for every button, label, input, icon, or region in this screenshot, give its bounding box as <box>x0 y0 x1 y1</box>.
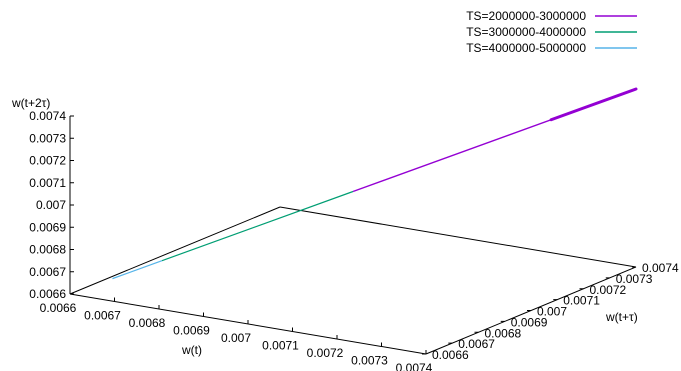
x-axis-tick-label: 0.0072 <box>307 346 344 360</box>
x-axis-tick-label: 0.0068 <box>129 316 166 330</box>
z-axis-tick-label: 0.007 <box>36 198 66 212</box>
z-axis-tick-label: 0.0074 <box>29 109 66 123</box>
z-axis-tick-label: 0.0071 <box>29 176 66 190</box>
y-axis-tick-label: 0.0072 <box>590 283 627 297</box>
y-axis-tick-label: 0.0071 <box>563 294 600 308</box>
y-axis-tick-label: 0.007 <box>537 305 567 319</box>
y-axis-tick-label: 0.0074 <box>642 261 679 275</box>
legend-label-2: TS=3000000-4000000 <box>466 25 586 39</box>
series-line-3 <box>112 260 163 280</box>
x-axis-tick-label: 0.0069 <box>173 324 210 338</box>
x-axis-tick-label: 0.007 <box>221 331 251 345</box>
series-line-2 <box>161 190 354 262</box>
series-line-1-dense-segment <box>549 87 638 122</box>
legend: TS=2000000-3000000 TS=3000000-4000000 TS=4… <box>466 9 637 55</box>
y-axis-tick-label: 0.0066 <box>432 348 469 362</box>
z-axis-tick-label: 0.0067 <box>29 265 66 279</box>
legend-label-1: TS=2000000-3000000 <box>466 9 586 23</box>
x-axis-tick-label: 0.0071 <box>262 339 299 353</box>
y-axis-tick-label: 0.0073 <box>616 272 653 286</box>
z-axis-tick-label: 0.0069 <box>29 220 66 234</box>
x-axis-tick-label: 0.0066 <box>40 301 77 315</box>
z-axis-tick-label: 0.0072 <box>29 154 66 168</box>
y-axis-tick-label: 0.0067 <box>458 337 495 351</box>
z-axis-tick-label: 0.0066 <box>29 287 66 301</box>
x-axis-tick-label: 0.0067 <box>84 309 121 323</box>
y-axis-tick-label: 0.0068 <box>485 326 522 340</box>
legend-label-3: TS=4000000-5000000 <box>466 41 586 55</box>
back-y-edge <box>69 206 281 295</box>
y-axis-tick-label: 0.0069 <box>511 315 548 329</box>
z-axis-ticks: 0.0066 0.0067 0.0068 0.0069 0.007 0.0071 0.007… <box>29 109 74 301</box>
z-axis-tick-label: 0.0073 <box>29 131 66 145</box>
z-axis-tick-label: 0.0068 <box>29 243 66 257</box>
x-axis-ticks: 0.0066 0.0067 0.0068 0.0069 0.007 0.0071 0.007… <box>40 290 433 371</box>
x-axis-tick-label: 0.0073 <box>351 354 388 368</box>
y-axis-label: w(t+τ) <box>605 310 638 324</box>
y-axis-ticks: 0.00660.00670.00680.00690.0070.00710.007… <box>422 261 679 362</box>
series-layer <box>112 87 638 280</box>
z-axis-label: w(t+2τ) <box>11 96 50 110</box>
x-axis-label: w(t) <box>181 343 202 357</box>
back-x-edge <box>279 206 637 268</box>
x-axis-tick-label: 0.0074 <box>396 361 433 371</box>
